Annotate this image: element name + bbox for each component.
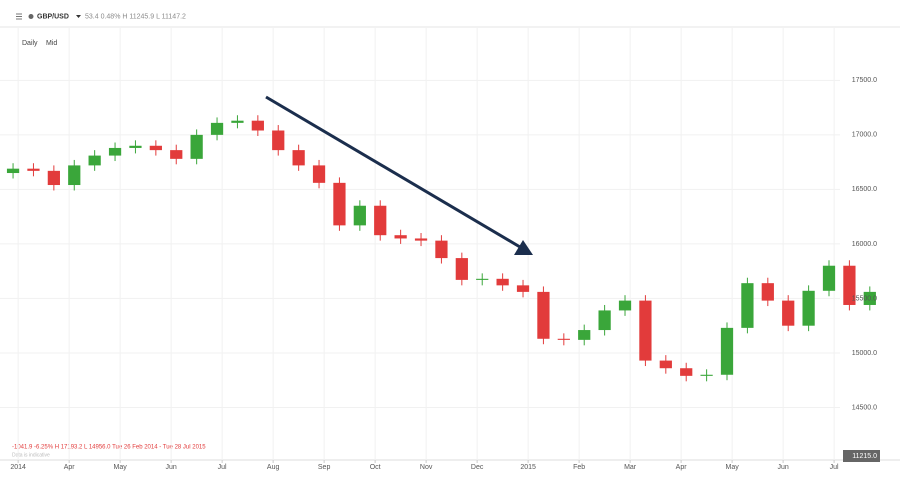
candle-body	[88, 155, 101, 166]
x-tick-label: Jul	[218, 464, 227, 471]
candle-body	[292, 150, 305, 166]
candle-body	[863, 291, 876, 305]
x-tick-label: Mar	[624, 464, 637, 471]
x-tick-label: Jul	[830, 464, 839, 471]
x-tick-label: May	[114, 464, 128, 471]
candle-body	[68, 165, 81, 186]
x-tick-label: Apr	[64, 464, 76, 471]
x-tick-label: May	[725, 464, 739, 471]
candle-body	[680, 368, 693, 376]
candle-body	[537, 291, 550, 339]
y-tick-label: 17500.0	[852, 77, 877, 84]
candle-body	[455, 258, 468, 280]
candle-body	[210, 122, 224, 135]
candle-body	[414, 238, 428, 241]
x-tick-label: Feb	[573, 464, 585, 471]
candle-body	[782, 300, 795, 326]
candle-body	[720, 327, 734, 375]
y-tick-label: 15500.0	[852, 295, 877, 302]
candle-body	[374, 205, 387, 236]
candle-body	[578, 330, 591, 340]
candle-body	[843, 265, 856, 305]
x-tick-label: Dec	[471, 464, 484, 471]
candle-body	[353, 205, 366, 226]
symbol[interactable]: GBP/USD	[37, 13, 69, 20]
x-tick-label: Oct	[370, 464, 381, 471]
candle-body	[700, 374, 713, 376]
candle-body	[190, 134, 203, 159]
symbol-dot	[28, 14, 34, 19]
candle-body	[476, 278, 489, 280]
candle-body	[231, 120, 244, 123]
y-tick-label: 16500.0	[852, 186, 877, 193]
candle-body	[659, 360, 672, 369]
x-tick-label: Apr	[676, 464, 688, 471]
menu-icon[interactable]	[16, 13, 22, 20]
candle-body	[822, 265, 836, 291]
y-tick-label: 17000.0	[852, 132, 877, 139]
quote: 53.4 0.48% H 11245.9 L 11147.2	[85, 13, 186, 20]
candle-body	[27, 168, 40, 171]
x-tick-label: Jun	[777, 464, 788, 471]
candle-body	[435, 240, 448, 259]
source-note: Data is indicative	[12, 452, 50, 458]
x-tick-label: Sep	[318, 464, 331, 471]
candle-body	[251, 120, 264, 131]
last-price-box	[843, 450, 880, 462]
price-type[interactable]: Mid	[46, 40, 57, 47]
x-tick-label: 2015	[520, 464, 536, 471]
x-tick-label: Nov	[420, 464, 433, 471]
candle-body	[639, 300, 652, 361]
y-tick-label: 15000.0	[852, 350, 877, 357]
candle-body	[108, 147, 122, 156]
x-tick-label: Jun	[166, 464, 177, 471]
x-tick-label: Aug	[267, 464, 280, 471]
trend-arrow	[265, 95, 533, 255]
candle-body	[170, 150, 183, 159]
candle-body	[802, 290, 815, 326]
interval[interactable]: Daily	[22, 40, 38, 47]
candle-body	[516, 285, 530, 292]
candle-body	[333, 182, 346, 226]
candle-body	[149, 145, 162, 151]
candle-body	[312, 165, 326, 183]
symbol-dropdown[interactable]	[76, 15, 81, 18]
y-tick-label: 16000.0	[852, 241, 877, 248]
candle-body	[557, 338, 570, 340]
candle-body	[6, 168, 20, 174]
range-info: -1041.9 -6.25% H 17193.2 L 14956.0 Tue 2…	[12, 445, 206, 451]
candle-body	[598, 310, 611, 331]
candle-body	[272, 130, 285, 151]
candle-body	[618, 300, 632, 311]
x-tick-label: 2014	[10, 464, 26, 471]
candle-body	[496, 278, 509, 286]
candle-body	[129, 145, 142, 148]
y-tick-label: 14500.0	[852, 404, 877, 411]
last-price-label: 11215.0	[852, 453, 877, 460]
candle-body	[741, 283, 754, 328]
candle-body	[47, 170, 60, 186]
candle-body	[761, 283, 774, 301]
candle-body	[394, 235, 407, 239]
